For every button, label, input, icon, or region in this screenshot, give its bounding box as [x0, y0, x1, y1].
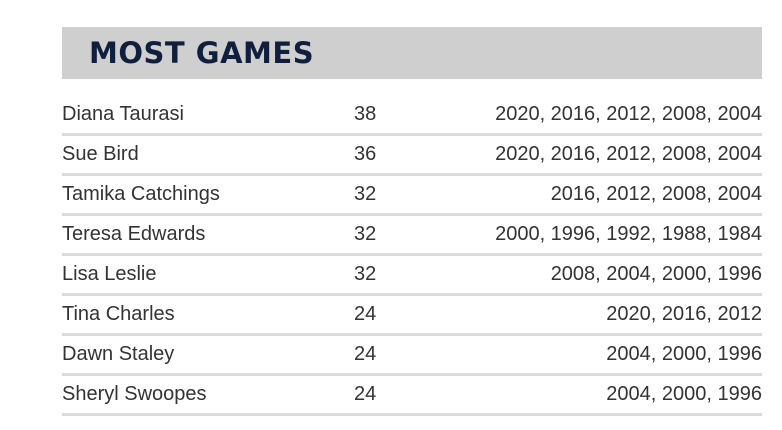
table-row: Sue Bird 36 2020, 2016, 2012, 2008, 2004 [62, 136, 762, 176]
player-name: Diana Taurasi [62, 103, 184, 125]
olympic-years: 2020, 2016, 2012 [606, 303, 762, 325]
olympic-years: 2004, 2000, 1996 [606, 343, 762, 365]
games-count: 32 [354, 183, 377, 205]
table-row: Tina Charles 24 2020, 2016, 2012 [62, 296, 762, 336]
table-row: Teresa Edwards 32 2000, 1996, 1992, 1988… [62, 216, 762, 256]
games-count: 32 [354, 223, 377, 245]
games-count: 24 [354, 343, 377, 365]
section-header: MOST GAMES [62, 27, 762, 79]
player-name: Tamika Catchings [62, 183, 220, 205]
table-row: Diana Taurasi 38 2020, 2016, 2012, 2008,… [62, 96, 762, 136]
player-name: Sue Bird [62, 143, 139, 165]
games-count: 38 [354, 103, 377, 125]
olympic-years: 2020, 2016, 2012, 2008, 2004 [495, 103, 762, 125]
table-row: Tamika Catchings 32 2016, 2012, 2008, 20… [62, 176, 762, 216]
olympic-years: 2020, 2016, 2012, 2008, 2004 [495, 143, 762, 165]
player-name: Lisa Leslie [62, 263, 157, 285]
games-count: 32 [354, 263, 377, 285]
olympic-years: 2016, 2012, 2008, 2004 [550, 183, 762, 205]
section-title: MOST GAMES [89, 36, 315, 70]
player-name: Teresa Edwards [62, 223, 206, 245]
player-name: Dawn Staley [62, 343, 175, 365]
olympic-years: 2008, 2004, 2000, 1996 [550, 263, 762, 285]
table-row: Sheryl Swoopes 24 2004, 2000, 1996 [62, 376, 762, 416]
most-games-table: Diana Taurasi 38 2020, 2016, 2012, 2008,… [62, 96, 762, 416]
games-count: 24 [354, 303, 377, 325]
olympic-years: 2000, 1996, 1992, 1988, 1984 [495, 223, 762, 245]
olympic-years: 2004, 2000, 1996 [606, 383, 762, 405]
table-row: Lisa Leslie 32 2008, 2004, 2000, 1996 [62, 256, 762, 296]
table-row: Dawn Staley 24 2004, 2000, 1996 [62, 336, 762, 376]
player-name: Tina Charles [62, 303, 175, 325]
player-name: Sheryl Swoopes [62, 383, 207, 405]
games-count: 24 [354, 383, 377, 405]
games-count: 36 [354, 143, 377, 165]
